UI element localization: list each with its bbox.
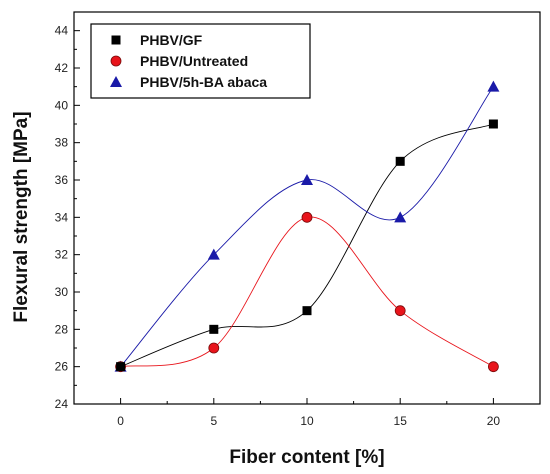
axes: 24 26 28 30 32 34 36 38 40 42 44 0 5 10 15 20 bbox=[55, 11, 541, 428]
data-points bbox=[114, 80, 500, 373]
y-tick-label: 32 bbox=[55, 248, 69, 262]
x-axis-title: Fiber content [%] bbox=[229, 447, 384, 468]
x-tick-label: 20 bbox=[487, 414, 501, 428]
data-point bbox=[301, 211, 313, 223]
y-tick-label: 38 bbox=[55, 136, 69, 150]
y-tick-label: 24 bbox=[55, 397, 69, 411]
legend-marker bbox=[110, 55, 122, 67]
y-tick-label: 28 bbox=[55, 322, 69, 336]
legend-label: PHBV/5h-BA abaca bbox=[140, 74, 267, 90]
data-point bbox=[394, 211, 407, 223]
y-tick-label: 34 bbox=[55, 210, 69, 224]
y-tick-label: 26 bbox=[55, 360, 69, 374]
x-tick-label: 15 bbox=[394, 414, 408, 428]
series-line bbox=[120, 216, 494, 368]
x-tick-label: 5 bbox=[210, 414, 217, 428]
data-point bbox=[394, 305, 406, 317]
data-point bbox=[209, 324, 219, 334]
legend-label: PHBV/GF bbox=[140, 32, 203, 48]
y-tick-label: 42 bbox=[55, 61, 69, 75]
data-point bbox=[116, 362, 126, 372]
data-point bbox=[487, 80, 500, 92]
data-point bbox=[208, 342, 220, 354]
data-point bbox=[207, 248, 220, 260]
legend-label: PHBV/Untreated bbox=[140, 53, 248, 69]
legend-marker bbox=[111, 35, 121, 45]
series-lines bbox=[120, 86, 494, 368]
y-tick-label: 40 bbox=[55, 98, 69, 112]
y-axis-title: Flexural strength [MPa] bbox=[11, 111, 32, 322]
data-point bbox=[302, 306, 312, 316]
x-tick-label: 0 bbox=[117, 414, 124, 428]
x-tick-label: 10 bbox=[300, 414, 314, 428]
series-line bbox=[120, 123, 494, 368]
data-point bbox=[301, 174, 313, 185]
y-tick-label: 36 bbox=[55, 173, 69, 187]
legend-marker bbox=[110, 76, 122, 87]
legend-box bbox=[90, 23, 311, 99]
y-tick-label: 30 bbox=[55, 285, 69, 299]
data-point bbox=[488, 119, 498, 129]
data-point bbox=[395, 156, 405, 166]
data-point bbox=[487, 361, 499, 373]
legend: PHBV/GF PHBV/Untreated PHBV/5h-BA abaca bbox=[90, 23, 311, 99]
series-line bbox=[120, 86, 494, 367]
y-tick-label: 44 bbox=[55, 24, 69, 38]
